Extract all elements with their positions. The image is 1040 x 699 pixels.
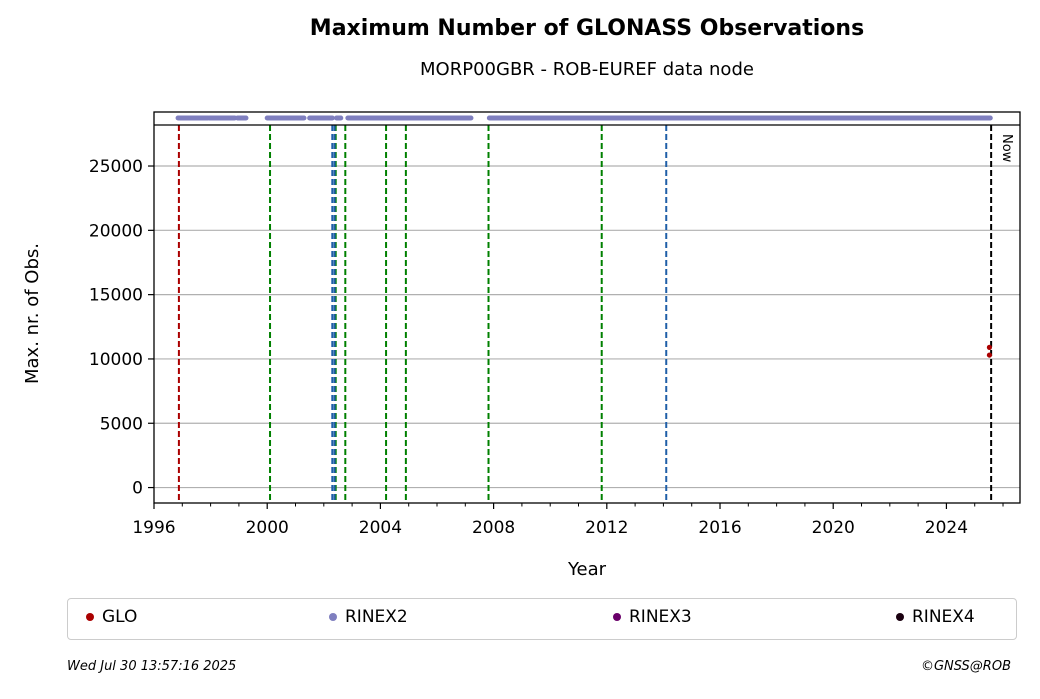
x-tick-label: 1996 (132, 518, 175, 538)
glo-point (986, 352, 993, 358)
glo-point (986, 344, 993, 350)
y-tick-label: 0 (132, 479, 143, 499)
x-tick-label: 2016 (698, 518, 741, 538)
chart-title: Maximum Number of GLONASS Observations (309, 16, 865, 41)
x-tick-label: 2020 (812, 518, 855, 538)
x-tick-label: 2008 (472, 518, 515, 538)
x-tick-label: 2024 (925, 518, 968, 538)
y-tick-label: 15000 (89, 286, 143, 306)
legend: GLO RINEX2 RINEX3 RINEX4 (67, 598, 1017, 640)
y-axis-label: Max. nr. of Obs. (22, 243, 43, 384)
x-tick-label: 2012 (585, 518, 628, 538)
footer-date: Wed Jul 30 13:57:16 2025 (67, 659, 237, 674)
y-tick-label: 20000 (89, 221, 143, 241)
legend-marker-rinex3 (613, 613, 621, 621)
y-tick-label: 25000 (89, 157, 143, 177)
legend-item-rinex2: RINEX2 (329, 607, 408, 627)
plot-frame (153, 111, 1021, 504)
legend-item-rinex4: RINEX4 (896, 607, 975, 627)
legend-label-rinex4: RINEX4 (912, 607, 975, 627)
y-tick-label: 10000 (89, 350, 143, 370)
chart-subtitle: MORP00GBR - ROB-EUREF data node (420, 59, 754, 80)
x-axis-label: Year (567, 559, 607, 580)
legend-label-rinex3: RINEX3 (629, 607, 692, 627)
legend-marker-glo (86, 613, 94, 621)
legend-marker-rinex4 (896, 613, 904, 621)
legend-marker-rinex2 (329, 613, 337, 621)
legend-item-rinex3: RINEX3 (613, 607, 692, 627)
x-tick-label: 2004 (359, 518, 402, 538)
now-label: Now (999, 134, 1014, 163)
footer-copyright: ©GNSS@ROB (920, 659, 1011, 674)
y-tick-label: 5000 (100, 414, 143, 434)
legend-item-glo: GLO (86, 607, 137, 627)
legend-label-glo: GLO (102, 607, 138, 627)
x-tick-label: 2000 (246, 518, 289, 538)
legend-label-rinex2: RINEX2 (345, 607, 408, 627)
